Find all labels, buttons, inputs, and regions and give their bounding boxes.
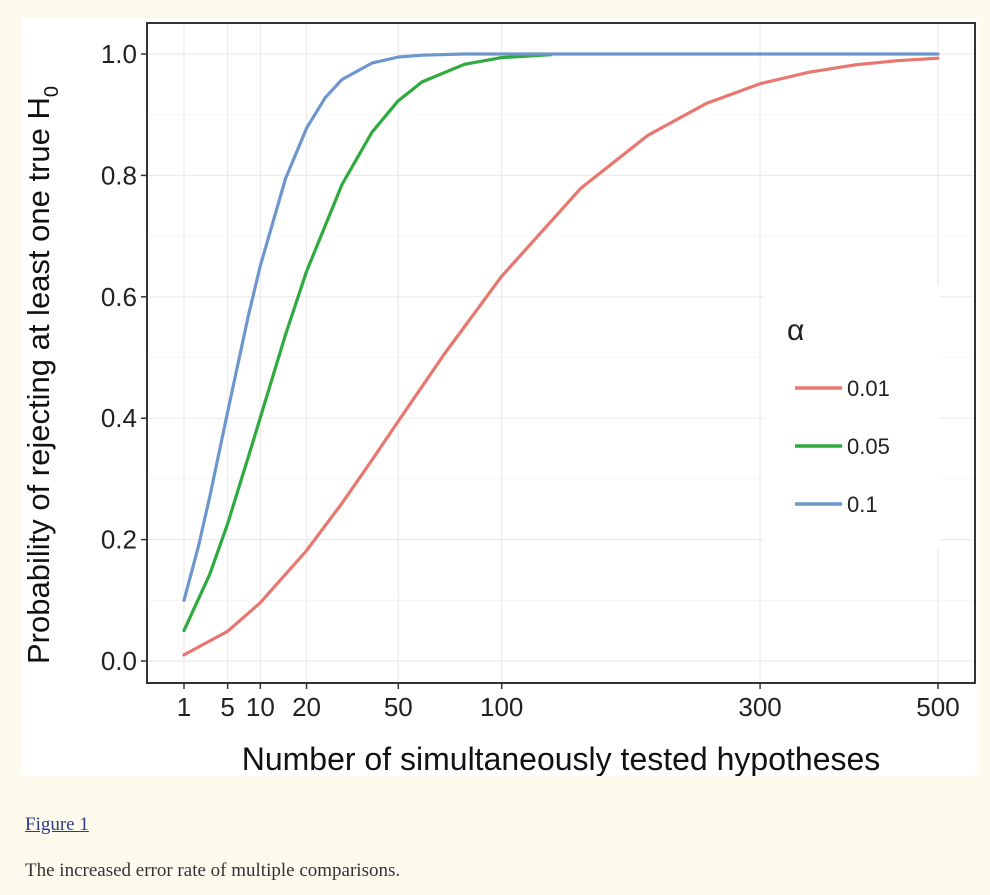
legend: α 0.01 0.05 0.1 — [764, 286, 939, 548]
legend-background — [764, 286, 939, 548]
chart-panel: α 0.01 0.05 0.1 0.0 0.2 0.4 0.6 0.8 1.0 1 5 10 20 50 10… — [22, 18, 978, 776]
x-tick-label: 300 — [738, 692, 781, 722]
y-axis-title-subscript: 0 — [41, 86, 63, 97]
figure-caption: The increased error rate of multiple com… — [25, 860, 401, 881]
legend-label-0.1: 0.1 — [847, 492, 878, 517]
x-tick-label: 50 — [384, 692, 413, 722]
x-axis-title: Number of simultaneously tested hypothes… — [242, 741, 881, 776]
x-tick-label: 1 — [177, 692, 191, 722]
y-tick-label: 1.0 — [101, 39, 137, 69]
legend-label-0.05: 0.05 — [847, 434, 890, 459]
y-tick-label: 0.2 — [101, 525, 137, 555]
y-axis-title: Probability of rejecting at least one tr… — [22, 86, 63, 664]
x-tick-label: 10 — [246, 692, 275, 722]
x-tick-label: 100 — [480, 692, 523, 722]
legend-title: α — [787, 314, 804, 347]
plot-border — [146, 22, 976, 684]
series-line-0.01 — [182, 56, 940, 657]
y-tick-label: 0.6 — [101, 282, 137, 312]
line-chart: α 0.01 0.05 0.1 0.0 0.2 0.4 0.6 0.8 1.0 1 5 10 20 50 10… — [22, 22, 976, 776]
figure-link[interactable]: Figure 1 — [25, 814, 89, 835]
legend-label-0.01: 0.01 — [847, 376, 890, 401]
y-tick-label: 0.4 — [101, 403, 137, 433]
y-tick-label: 0.0 — [101, 646, 137, 676]
x-tick-label: 20 — [292, 692, 321, 722]
series-line-0.05 — [182, 53, 553, 633]
x-tick-label: 5 — [220, 692, 234, 722]
y-tick-label: 0.8 — [101, 160, 137, 190]
series-line-0.1 — [182, 52, 940, 602]
x-tick-label: 500 — [916, 692, 959, 722]
